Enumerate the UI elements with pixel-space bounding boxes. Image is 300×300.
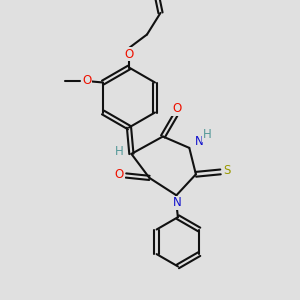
Text: N: N [172,196,182,209]
Text: S: S [224,164,231,177]
Text: N: N [194,135,203,148]
Text: O: O [82,74,91,88]
Text: H: H [114,145,123,158]
Text: O: O [172,102,181,116]
Text: O: O [124,47,134,61]
Text: O: O [115,167,124,181]
Text: H: H [203,128,212,141]
